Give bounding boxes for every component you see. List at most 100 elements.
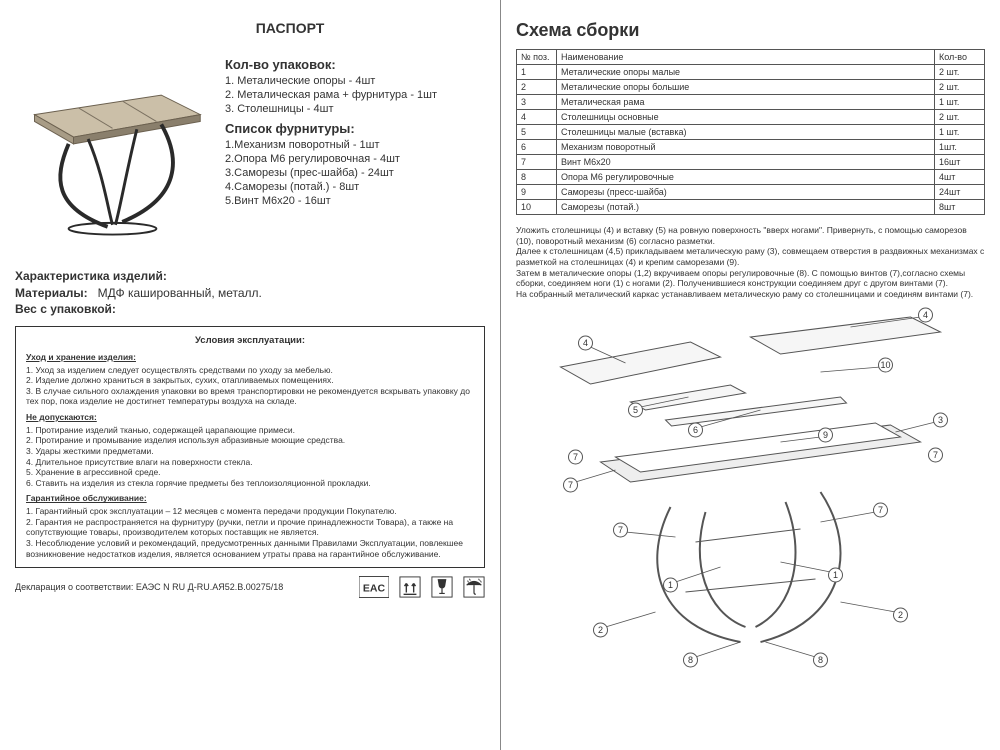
cell-name: Механизм поворотный [557, 140, 935, 155]
table-row: 6Механизм поворотный1шт. [517, 140, 985, 155]
fittings-item: 4.Саморезы (потай.) - 8шт [225, 181, 485, 193]
this-side-up-icon [399, 576, 421, 598]
svg-text:9: 9 [823, 430, 828, 440]
cell-qty: 2 шт. [935, 80, 985, 95]
cell-qty: 1 шт. [935, 125, 985, 140]
svg-text:7: 7 [568, 480, 573, 490]
packaging-fittings: Кол-во упаковок: 1. Металические опоры -… [215, 51, 485, 251]
fittings-heading: Список фурнитуры: [225, 121, 485, 136]
svg-text:7: 7 [933, 450, 938, 460]
svg-text:7: 7 [878, 505, 883, 515]
packaging-item: 3. Столешницы - 4шт [225, 103, 485, 115]
forbidden-item: 6. Ставить на изделия из стекла горячие … [26, 478, 474, 489]
svg-text:1: 1 [668, 580, 673, 590]
assembly-title: Схема сборки [516, 20, 985, 41]
table-row: 3Металическая рама1 шт. [517, 95, 985, 110]
cell-name: Металическая рама [557, 95, 935, 110]
cert-icons: EAC [359, 576, 485, 598]
exploded-diagram: 4 4 5 10 6 9 3 7 7 7 1 1 2 2 8 8 7 7 [516, 307, 985, 677]
warranty-item: 3. Несоблюдение условий и рекомендаций, … [26, 538, 474, 559]
characteristics-heading: Характеристика изделий: [15, 269, 485, 283]
svg-text:8: 8 [688, 655, 693, 665]
cell-qty: 2 шт. [935, 65, 985, 80]
cell-qty: 2 шт. [935, 110, 985, 125]
table-row: 1Металические опоры малые2 шт. [517, 65, 985, 80]
svg-text:7: 7 [618, 525, 623, 535]
bottom-row: Декларация о соответствии: ЕАЭС N RU Д-R… [15, 576, 485, 598]
care-item: 2. Изделие должно храниться в закрытых, … [26, 375, 474, 386]
cell-pos: 2 [517, 80, 557, 95]
svg-text:3: 3 [938, 415, 943, 425]
left-page: ПАСПОРТ Кол-во упаковок: 1. Металичес [0, 0, 500, 750]
instruction-line: Затем в металические опоры (1,2) вкручив… [516, 268, 985, 289]
cell-pos: 6 [517, 140, 557, 155]
fittings-item: 2.Опора М6 регулировочная - 4шт [225, 153, 485, 165]
weight-label: Вес с упаковкой: [15, 302, 116, 316]
svg-text:2: 2 [898, 610, 903, 620]
col-pos: № поз. [517, 50, 557, 65]
cell-pos: 8 [517, 170, 557, 185]
instruction-line: На собранный металический каркас устанав… [516, 289, 985, 300]
cell-name: Столешницы малые (вставка) [557, 125, 935, 140]
forbidden-item: 4. Длительное присутствие влаги на повер… [26, 457, 474, 468]
cell-qty: 1шт. [935, 140, 985, 155]
cell-name: Саморезы (пресс-шайба) [557, 185, 935, 200]
cell-qty: 16шт [935, 155, 985, 170]
svg-text:1: 1 [833, 570, 838, 580]
conditions-title: Условия эксплуатации: [26, 335, 474, 347]
table-row: 10Саморезы (потай.)8шт [517, 200, 985, 215]
parts-table: № поз. Наименование Кол-во 1Металические… [516, 49, 985, 215]
warranty-item: 1. Гарантийный срок эксплуатации – 12 ме… [26, 506, 474, 517]
cell-qty: 24шт [935, 185, 985, 200]
table-row: 2Металические опоры большие2 шт. [517, 80, 985, 95]
product-illustration [15, 51, 215, 251]
svg-text:2: 2 [598, 625, 603, 635]
materials-value: МДФ кашированный, металл. [98, 286, 262, 300]
packaging-heading: Кол-во упаковок: [225, 57, 485, 72]
warranty-item: 2. Гарантия не распространяется на фурни… [26, 517, 474, 538]
fittings-item: 1.Механизм поворотный - 1шт [225, 139, 485, 151]
fittings-item: 3.Саморезы (прес-шайба) - 24шт [225, 167, 485, 179]
care-item: 3. В случае сильного охлаждения упаковки… [26, 386, 474, 407]
forbidden-item: 3. Удары жесткими предметами. [26, 446, 474, 457]
svg-text:4: 4 [923, 310, 928, 320]
cell-name: Винт М6х20 [557, 155, 935, 170]
keep-dry-icon [463, 576, 485, 598]
svg-text:5: 5 [633, 405, 638, 415]
packaging-item: 1. Металические опоры - 4шт [225, 75, 485, 87]
table-row: 8Опора М6 регулировочные4шт [517, 170, 985, 185]
warranty-heading: Гарантийное обслуживание: [26, 493, 474, 504]
svg-text:EAC: EAC [363, 583, 386, 595]
svg-text:8: 8 [818, 655, 823, 665]
table-row: 4Столешницы основные2 шт. [517, 110, 985, 125]
table-row: 9Саморезы (пресс-шайба)24шт [517, 185, 985, 200]
forbidden-item: 2. Протирание и промывание изделия испол… [26, 435, 474, 446]
svg-text:10: 10 [880, 360, 890, 370]
care-item: 1. Уход за изделием следует осуществлять… [26, 365, 474, 376]
passport-title: ПАСПОРТ [95, 20, 485, 36]
table-row: 5Столешницы малые (вставка)1 шт. [517, 125, 985, 140]
cell-pos: 9 [517, 185, 557, 200]
instruction-line: Уложить столешницы (4) и вставку (5) на … [516, 225, 985, 246]
cell-pos: 10 [517, 200, 557, 215]
packaging-item: 2. Металическая рама + фурнитура - 1шт [225, 89, 485, 101]
declaration: Декларация о соответствии: ЕАЭС N RU Д-R… [15, 582, 283, 592]
care-heading: Уход и хранение изделия: [26, 352, 474, 363]
eac-icon: EAC [359, 576, 389, 598]
conditions-box: Условия эксплуатации: Уход и хранение из… [15, 326, 485, 568]
table-row: 7Винт М6х2016шт [517, 155, 985, 170]
col-qty: Кол-во [935, 50, 985, 65]
cell-name: Металические опоры малые [557, 65, 935, 80]
top-block: Кол-во упаковок: 1. Металические опоры -… [15, 51, 485, 251]
svg-text:6: 6 [693, 425, 698, 435]
forbidden-item: 5. Хранение в агрессивной среде. [26, 467, 474, 478]
col-name: Наименование [557, 50, 935, 65]
instructions: Уложить столешницы (4) и вставку (5) на … [516, 225, 985, 299]
forbidden-heading: Не допускаются: [26, 412, 474, 423]
cell-name: Саморезы (потай.) [557, 200, 935, 215]
instruction-line: Далее к столешницам (4,5) прикладываем м… [516, 246, 985, 267]
cell-pos: 1 [517, 65, 557, 80]
cell-pos: 3 [517, 95, 557, 110]
right-page: Схема сборки № поз. Наименование Кол-во … [500, 0, 1000, 750]
fragile-icon [431, 576, 453, 598]
